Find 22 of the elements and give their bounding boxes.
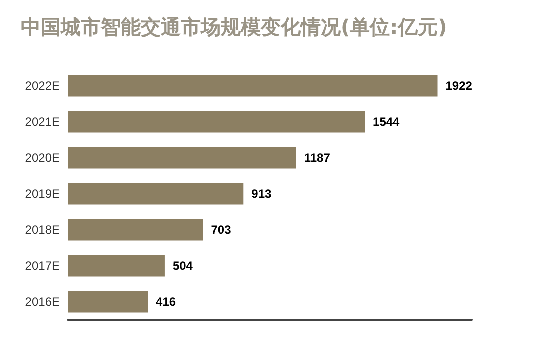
y-tick-label: 2018E [25, 223, 60, 237]
bar [68, 183, 244, 205]
data-label: 703 [211, 223, 232, 237]
y-tick-label: 2017E [25, 259, 60, 273]
data-label: 1922 [446, 79, 473, 93]
y-tick-label: 2021E [25, 115, 60, 129]
bar [68, 111, 366, 133]
data-label: 1544 [373, 115, 400, 129]
bar [68, 255, 165, 277]
bar [68, 147, 296, 169]
bar [68, 219, 204, 241]
y-tick-label: 2022E [25, 79, 60, 93]
data-label: 1187 [304, 151, 331, 165]
chart-title: 中国城市智能交通市场规模变化情况(单位:亿元) [21, 15, 448, 39]
bar [68, 291, 148, 313]
y-tick-label: 2020E [25, 151, 60, 165]
bar [68, 75, 438, 97]
data-label: 416 [156, 295, 176, 309]
y-tick-label: 2019E [25, 187, 60, 201]
y-tick-label: 2016E [25, 295, 60, 309]
data-label: 504 [172, 259, 194, 273]
data-label: 913 [252, 187, 272, 201]
